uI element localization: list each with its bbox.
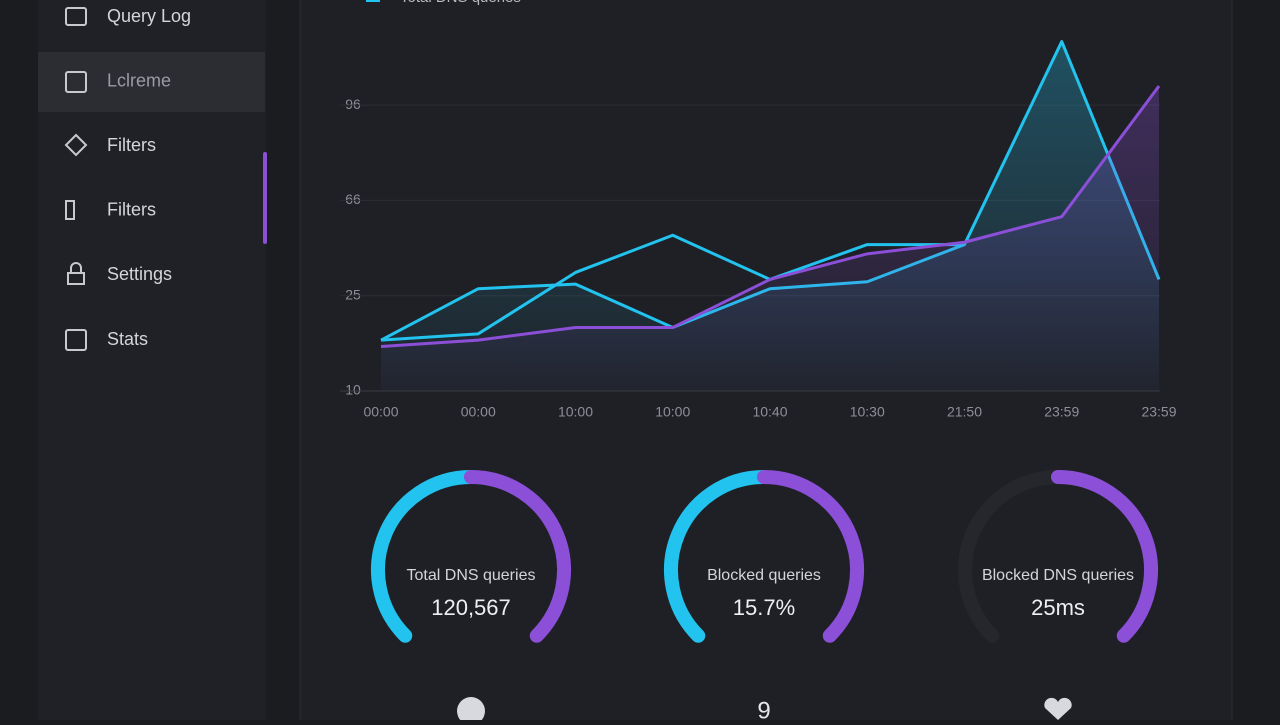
active-row xyxy=(38,52,265,112)
icon xyxy=(65,7,87,26)
gauge-label: Blocked DNS queries xyxy=(982,567,1134,584)
y-tick-label: 10 xyxy=(345,382,361,398)
icon xyxy=(67,262,85,285)
x-tick-label: 10:00 xyxy=(558,404,593,420)
info-icon xyxy=(457,697,485,725)
x-tick-label: 00:00 xyxy=(461,404,496,420)
legend-swatch xyxy=(366,0,380,2)
icon xyxy=(64,133,88,157)
x-tick-label: 10:30 xyxy=(850,404,885,420)
gauge-arc xyxy=(464,470,571,643)
sidebar-item[interactable]: Stats xyxy=(107,329,148,349)
icon xyxy=(65,71,87,93)
gauge-label: Total DNS queries xyxy=(407,567,536,584)
sidebar-item[interactable]: Filters xyxy=(107,200,156,220)
gauge-arc xyxy=(664,470,771,643)
footer-icons xyxy=(457,697,1072,725)
sidebar-item[interactable]: Filters xyxy=(107,135,156,155)
heart-icon xyxy=(1044,697,1072,720)
icon xyxy=(65,329,87,351)
sidebar-item[interactable]: Lclreme xyxy=(107,70,171,90)
footer-number: 9 xyxy=(757,697,770,720)
x-tick-label: 10:00 xyxy=(655,404,690,420)
gauge-label: Blocked queries xyxy=(707,567,821,584)
x-tick-label: 21:50 xyxy=(947,404,982,420)
gauge-arc xyxy=(1051,470,1158,643)
y-tick-label: 25 xyxy=(345,286,361,302)
gauge-arc xyxy=(371,470,478,643)
y-tick-label: 66 xyxy=(345,191,361,207)
y-tick-label: 96 xyxy=(345,96,361,112)
sidebar-item[interactable]: Settings xyxy=(107,264,172,284)
legend-label: Total DNS queries xyxy=(400,0,521,6)
sidebar-item[interactable]: Query Log xyxy=(107,6,191,26)
icon xyxy=(65,200,75,220)
sidebar-icons xyxy=(64,7,88,351)
sidebar xyxy=(38,0,266,720)
line xyxy=(380,85,1161,349)
gauge-value: 25ms xyxy=(1031,595,1085,620)
scroll-indicator xyxy=(263,152,267,244)
gauge-arc xyxy=(757,470,864,643)
gauge-value: 15.7% xyxy=(733,595,795,620)
x-tick-label: 10:40 xyxy=(752,404,787,420)
line xyxy=(380,233,965,342)
x-tick-label: 00:00 xyxy=(363,404,398,420)
x-tick-label: 23:59 xyxy=(1044,404,1079,420)
x-tick-label: 23:59 xyxy=(1141,404,1176,420)
area xyxy=(381,86,1159,391)
gauge-value: 120,567 xyxy=(431,595,511,620)
